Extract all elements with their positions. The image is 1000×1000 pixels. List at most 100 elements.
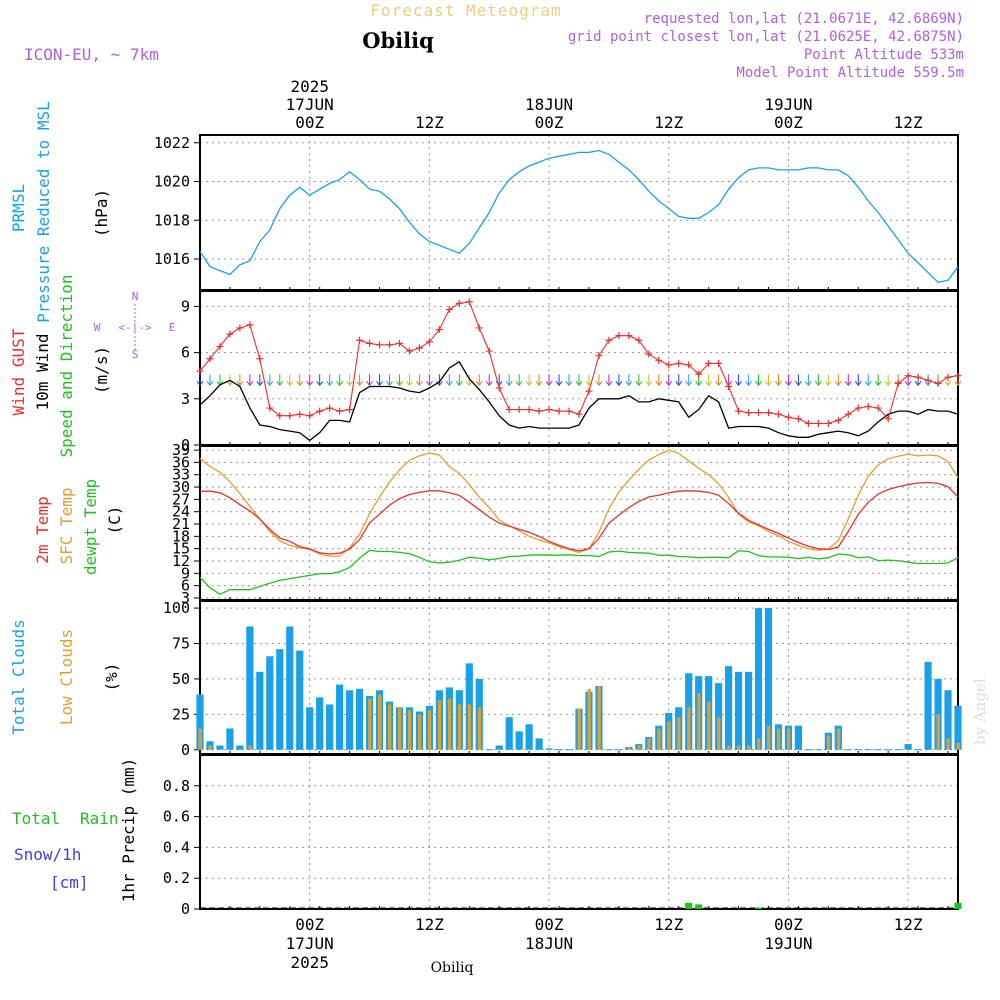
- gust-marker: [735, 407, 743, 415]
- wind-arrow-head: [844, 381, 852, 387]
- gust-marker: [336, 407, 344, 415]
- panel-frame: [199, 445, 959, 601]
- gust-marker: [216, 342, 224, 350]
- wind-arrow-head: [306, 381, 314, 387]
- gust-marker: [525, 406, 533, 414]
- low-cloud-bar: [378, 694, 382, 750]
- pressure-panel: 1016 1018 1020 1022: [154, 134, 959, 291]
- wind-arrow-head: [864, 381, 872, 387]
- gust-marker: [395, 339, 403, 347]
- low-cloud-bar: [727, 745, 731, 750]
- y-tick-label: 100: [163, 599, 190, 617]
- wind-arrow-head: [705, 381, 713, 387]
- low-cloud-bar: [198, 728, 202, 750]
- y-tick-label: 50: [172, 670, 190, 688]
- gust-marker: [545, 406, 553, 414]
- top-time-label: 2025: [290, 77, 329, 96]
- pressure-line: [199, 149, 959, 284]
- precip-unit: 1hr Precip (mm): [119, 758, 138, 903]
- gust-marker: [894, 379, 902, 387]
- wind-arrow-head: [525, 381, 533, 387]
- gust-marker: [465, 298, 473, 306]
- total-cloud-bar: [794, 725, 803, 750]
- low-cloud-bar: [697, 693, 701, 750]
- low-cloud-bar: [388, 704, 392, 750]
- gust-marker: [236, 324, 244, 332]
- gust-marker: [246, 321, 254, 329]
- gust-marker: [834, 416, 842, 424]
- wind-arrow-head: [715, 381, 723, 387]
- low-cloud-bar: [587, 688, 591, 750]
- total-cloud-bar: [505, 717, 513, 750]
- wind-arrow-head: [785, 381, 792, 387]
- wind-arrow-head: [376, 381, 383, 387]
- gust-marker: [784, 413, 792, 421]
- wind-arrow-head: [575, 381, 583, 387]
- low-cloud-bar: [437, 700, 442, 750]
- wind-arrow-head: [396, 381, 403, 387]
- bottom-time-label: 19JUN: [764, 934, 812, 953]
- wind-arrow-head: [246, 381, 254, 387]
- precip-panel: 0 0.2 0.4 0.6 0.8: [163, 754, 962, 918]
- y-tick-label: 0.4: [163, 838, 190, 856]
- clouds-panel: 0 25 50 75 100: [163, 599, 962, 759]
- wind-arrow-head: [336, 381, 344, 387]
- gust-marker: [585, 387, 593, 395]
- temp-unit: (C): [105, 506, 124, 535]
- wind-arrow-head: [824, 381, 832, 387]
- gust-marker: [296, 410, 304, 418]
- low-cloud-bar: [398, 707, 402, 750]
- gust-marker: [804, 419, 812, 427]
- gust-line: [199, 301, 959, 424]
- bottom-time-label: 17JUN: [286, 934, 334, 953]
- wind-arrow-head: [655, 381, 663, 387]
- gust-marker: [256, 355, 264, 363]
- gust-marker: [625, 332, 633, 340]
- low-cloud-bar: [836, 728, 841, 750]
- low-cloud-bar: [637, 745, 641, 750]
- compass-w: W: [94, 321, 101, 334]
- precip-bar: [695, 904, 703, 909]
- total-cloud-bar: [725, 666, 733, 750]
- pressure-unit: (hPa): [92, 189, 111, 237]
- top-title: Forecast Meteogram: [370, 1, 561, 20]
- low-cloud-bar: [936, 714, 940, 750]
- total-cloud-bar: [236, 745, 244, 750]
- bottom-time-label: 00Z: [295, 915, 324, 934]
- total-cloud-bar: [266, 656, 274, 750]
- total-cloud-bar: [545, 748, 553, 750]
- top-time-label: 12Z: [654, 113, 683, 132]
- gust-marker: [485, 347, 493, 355]
- low-cloud-bar: [417, 714, 422, 750]
- wind-arrow-head: [505, 381, 513, 387]
- gust-marker: [286, 412, 294, 420]
- wind-arrow-head: [425, 381, 433, 387]
- total-cloud-bar: [744, 671, 753, 750]
- wind-arrow-head: [226, 381, 234, 387]
- total-cloud-bar: [316, 697, 324, 750]
- gust-marker: [196, 367, 204, 375]
- y-tick-label: 25: [172, 705, 190, 723]
- wind-arrow-head: [685, 381, 693, 387]
- clouds-unit: (%): [102, 663, 121, 692]
- total-cloud-bar: [954, 705, 962, 750]
- panel-frame: [199, 134, 959, 291]
- location-title: Obiliq: [362, 28, 434, 53]
- total-cloud-bar: [286, 626, 294, 750]
- low-cloud-bar: [248, 745, 252, 750]
- y-tick-label: 0.6: [163, 808, 190, 826]
- top-time-label: 19JUN: [764, 95, 812, 114]
- low-cloud-bar: [467, 704, 472, 750]
- y-tick-label: 1020: [154, 173, 190, 191]
- low-cloud-bar: [597, 686, 601, 750]
- y-tick-label: 21: [172, 515, 190, 533]
- gust-marker: [535, 407, 543, 415]
- gust-marker: [844, 410, 852, 418]
- total-cloud-bar: [256, 671, 264, 750]
- gust-marker: [874, 404, 882, 412]
- low-cloud-bar: [408, 710, 412, 750]
- wind-arrow-head: [765, 381, 772, 387]
- gust-marker: [276, 412, 284, 420]
- wind-arrow-head: [735, 381, 742, 387]
- top-time-label: 17JUN: [286, 95, 334, 114]
